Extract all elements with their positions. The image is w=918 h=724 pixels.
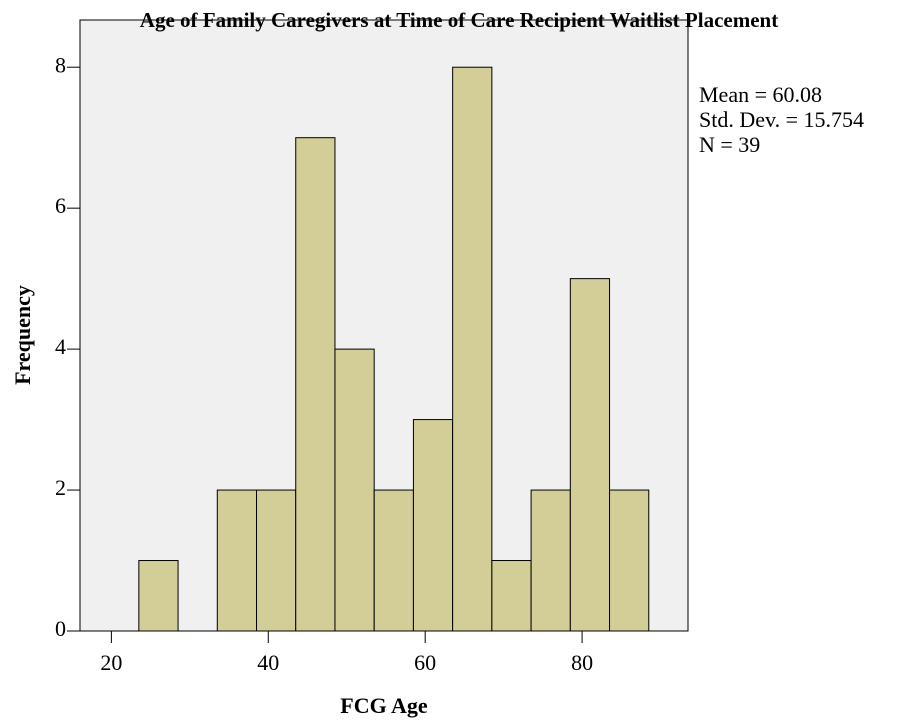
x-tick-label: 80 xyxy=(571,650,593,675)
y-tick-label: 8 xyxy=(55,52,66,77)
stat-annotation: Mean = 60.08 xyxy=(699,82,822,107)
bar xyxy=(609,489,650,632)
stat-annotation: Std. Dev. = 15.754 xyxy=(699,107,864,132)
chart-title: Age of Family Caregivers at Time of Care… xyxy=(140,8,778,32)
y-tick-label: 0 xyxy=(55,616,66,641)
bar xyxy=(373,489,414,632)
y-tick-label: 6 xyxy=(55,193,66,218)
bar xyxy=(452,66,493,632)
y-tick-label: 2 xyxy=(55,475,66,500)
bar xyxy=(216,489,258,632)
bar xyxy=(491,560,532,632)
stat-annotation: N = 39 xyxy=(699,132,760,157)
x-axis-label: FCG Age xyxy=(340,693,428,718)
x-tick-label: 60 xyxy=(414,650,436,675)
bar xyxy=(295,137,336,632)
bar xyxy=(256,489,297,632)
bar xyxy=(138,560,179,632)
bar xyxy=(334,348,375,632)
y-axis-label: Frequency xyxy=(10,285,35,385)
x-tick-label: 20 xyxy=(100,650,122,675)
bar xyxy=(412,419,454,632)
bar xyxy=(530,489,571,632)
y-tick-label: 4 xyxy=(55,334,66,359)
bar xyxy=(569,278,611,632)
x-tick-label: 40 xyxy=(257,650,279,675)
